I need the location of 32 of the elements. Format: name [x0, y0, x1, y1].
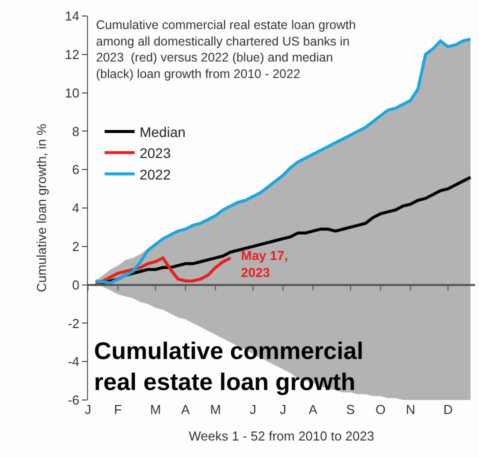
legend-label: 2023: [140, 145, 171, 162]
x-tick-label: A: [308, 402, 318, 417]
legend-label: 2022: [140, 166, 171, 182]
x-tick-label: J: [84, 402, 92, 417]
y-tick-label: 12: [64, 46, 80, 62]
y-tick-label: 8: [72, 124, 80, 139]
x-tick-label: O: [375, 402, 386, 417]
x-tick-label: J: [280, 402, 286, 417]
y-tick-label: 14: [64, 8, 80, 24]
x-tick-label: A: [181, 402, 190, 417]
x-tick-label: M: [210, 402, 221, 417]
line-series: [94, 256, 232, 286]
y-tick-label: -4: [68, 354, 80, 370]
x-tick-label: D: [443, 402, 453, 417]
y-tick-label: -6: [68, 392, 80, 408]
annotation: May 17, 2023: [241, 248, 288, 280]
x-tick-label: M: [150, 402, 161, 417]
y-axis-title: Cumulative loan growth, in %: [34, 123, 49, 292]
legend-label: Median: [140, 124, 186, 140]
x-axis-title: Weeks 1 - 52 from 2010 to 2023: [188, 428, 374, 444]
y-tick-label: 6: [72, 162, 80, 178]
y-tick-label: 4: [72, 200, 80, 216]
x-tick-label: J: [250, 402, 256, 417]
y-tick-label: 2: [72, 238, 80, 254]
y-tick-label: -2: [68, 316, 80, 331]
y-tick-label: 10: [64, 85, 80, 100]
x-tick-label: F: [114, 402, 122, 417]
annotation: Cumulative commercial real estate loan growth: [94, 338, 364, 396]
y-tick-label: 0: [72, 277, 80, 292]
text: Cumulative commercial real estate loan growth among all domestically chartered US banks in 2023 (red) versus 2022 (blue) and median (black) loan growth from 2010 - 2022: [96, 18, 356, 81]
x-tick-label: S: [346, 402, 356, 417]
x-tick-label: N: [406, 402, 416, 417]
